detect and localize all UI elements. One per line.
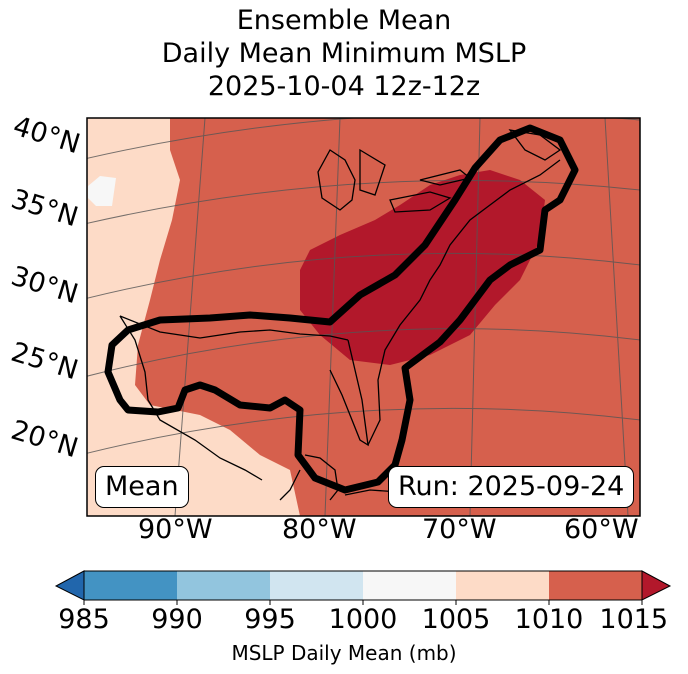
colorbar-band-1005-1010 xyxy=(456,571,549,600)
colorbar-tick-995: 995 xyxy=(244,604,296,635)
title-line-2: Daily Mean Minimum MSLP xyxy=(161,38,527,69)
colorbar-tick-1010: 1010 xyxy=(514,604,584,635)
colorbar-band-985-990 xyxy=(84,571,177,600)
lon-label-60w: 60°W xyxy=(564,514,639,545)
lon-label-90w: 90°W xyxy=(138,514,213,545)
mean-label-box: Mean xyxy=(95,466,189,508)
lon-label-80w: 80°W xyxy=(282,514,357,545)
colorbar-band-1000-1005 xyxy=(363,571,456,600)
field-above-1015 xyxy=(300,170,545,365)
map-frame xyxy=(86,117,641,517)
colorbar-band-990-995 xyxy=(177,571,270,600)
colorbar-extend-low xyxy=(54,570,85,601)
colorbar xyxy=(54,570,672,605)
run-label-box: Run: 2025-09-24 xyxy=(388,466,635,508)
lon-label-70w: 70°W xyxy=(422,514,497,545)
colorbar-extend-high xyxy=(641,570,672,601)
title-line-1: Ensemble Mean xyxy=(236,5,452,36)
colorbar-tick-990: 990 xyxy=(151,604,203,635)
colorbar-tick-1005: 1005 xyxy=(421,604,491,635)
colorbar-band-1010-1015 xyxy=(549,571,642,600)
title-line-3: 2025-10-04 12z-12z xyxy=(207,71,481,102)
field-1000-1005 xyxy=(88,176,116,206)
colorbar-tick-1015: 1015 xyxy=(599,604,669,635)
colorbar-band-995-1000 xyxy=(270,571,363,600)
colorbar-tick-1000: 1000 xyxy=(328,604,398,635)
colorbar-label: MSLP Daily Mean (mb) xyxy=(231,641,457,665)
colorbar-tick-985: 985 xyxy=(58,604,110,635)
contour-outline xyxy=(104,124,579,494)
